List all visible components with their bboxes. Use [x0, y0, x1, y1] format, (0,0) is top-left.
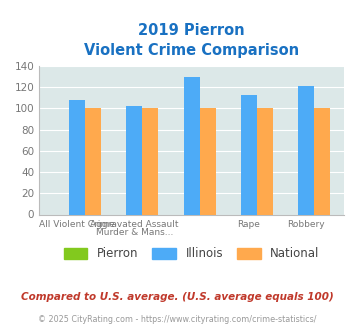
Text: Robbery: Robbery [288, 220, 325, 229]
Bar [241, 95, 257, 214]
Bar [142, 109, 158, 214]
Text: Compared to U.S. average. (U.S. average equals 100): Compared to U.S. average. (U.S. average … [21, 292, 334, 302]
Text: All Violent Crime: All Violent Crime [39, 220, 115, 229]
Bar [257, 109, 273, 214]
Text: Rape: Rape [237, 220, 261, 229]
Text: Aggravated Assault: Aggravated Assault [90, 220, 179, 229]
Title: 2019 Pierron
Violent Crime Comparison: 2019 Pierron Violent Crime Comparison [84, 23, 299, 58]
Legend: Pierron, Illinois, National: Pierron, Illinois, National [59, 243, 324, 265]
Bar [69, 100, 85, 214]
Bar [85, 109, 101, 214]
Bar [126, 106, 142, 214]
Text: © 2025 CityRating.com - https://www.cityrating.com/crime-statistics/: © 2025 CityRating.com - https://www.city… [38, 315, 317, 324]
Bar [315, 109, 331, 214]
Text: Murder & Mans...: Murder & Mans... [95, 228, 173, 237]
Bar [184, 77, 200, 215]
Bar [200, 109, 216, 214]
Bar [298, 86, 315, 214]
